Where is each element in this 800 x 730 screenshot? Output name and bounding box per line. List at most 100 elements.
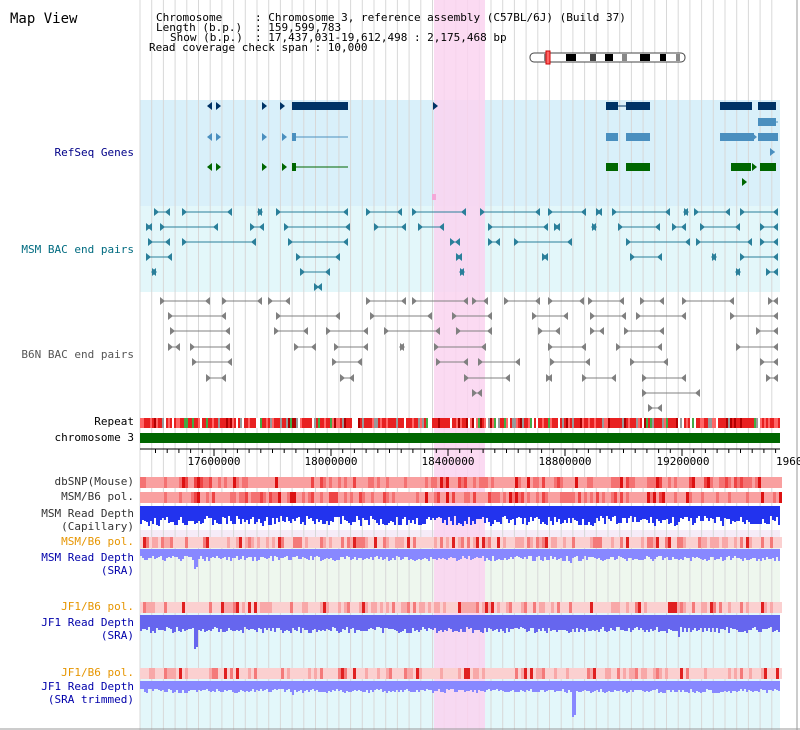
- gene-arrow: [262, 102, 267, 110]
- depth-bar: [630, 549, 632, 558]
- repeat-cell: [310, 418, 312, 428]
- msm-bac-track[interactable]: [146, 208, 778, 291]
- pol-cell: [776, 602, 779, 613]
- pol-cell: [272, 537, 275, 548]
- depth-bar: [346, 549, 348, 556]
- pol-cell: [236, 602, 239, 613]
- pol-cell: [566, 668, 569, 679]
- gene-arrow: [752, 163, 757, 171]
- jf1-read-depth-sra-label[interactable]: JF1 Read Depth: [41, 616, 134, 629]
- b6n-bac-end-pairs-label[interactable]: B6N BAC end pairs: [21, 348, 134, 361]
- pol-cell: [242, 602, 245, 613]
- msm-b6-pol-label[interactable]: MSM/B6 pol.: [61, 490, 134, 503]
- pol-cell: [338, 602, 341, 613]
- depth-bar: [486, 549, 488, 558]
- refseq-genes-track[interactable]: [207, 102, 778, 200]
- repeat-label[interactable]: Repeat: [94, 415, 134, 428]
- pol-cell: [152, 602, 155, 613]
- msm-read-depth-sra-label[interactable]: MSM Read Depth: [41, 551, 134, 564]
- bac-end-marker: [251, 238, 256, 246]
- pol-cell: [407, 602, 410, 613]
- pol-cell: [146, 537, 149, 548]
- pol-cell: [623, 668, 626, 679]
- pol-cell: [581, 477, 584, 488]
- depth-bar: [186, 549, 188, 556]
- msm-b6-pol-2-label[interactable]: MSM/B6 pol.: [61, 535, 134, 548]
- chromosome-track-label[interactable]: chromosome 3: [55, 431, 134, 444]
- depth-bar: [362, 615, 364, 631]
- pol-cell: [779, 537, 782, 548]
- depth-bar: [576, 506, 578, 521]
- bac-end-marker: [735, 268, 740, 276]
- repeat-track[interactable]: [140, 418, 780, 428]
- depth-bar: [436, 549, 438, 560]
- depth-bar: [330, 681, 332, 692]
- repeat-cell: [600, 418, 602, 428]
- pol-cell: [620, 492, 623, 503]
- pol-cell: [506, 477, 509, 488]
- jf1-read-depth-trimmed-label[interactable]: JF1 Read Depth: [41, 680, 134, 693]
- depth-bar: [360, 615, 362, 631]
- depth-bar: [318, 506, 320, 522]
- chromosome-bar[interactable]: [140, 433, 780, 443]
- depth-bar: [368, 506, 370, 525]
- pol-cell: [659, 602, 662, 613]
- axis-tick-label: 19600000: [776, 455, 800, 468]
- depth-bar: [420, 506, 422, 525]
- depth-bar: [500, 615, 502, 629]
- depth-bar: [492, 549, 494, 556]
- depth-bar: [628, 615, 630, 628]
- pol-cell: [614, 668, 617, 679]
- depth-bar: [744, 506, 746, 524]
- depth-bar: [710, 506, 712, 518]
- depth-bar: [588, 681, 590, 691]
- pol-cell: [539, 477, 542, 488]
- polymorphism-strips[interactable]: [140, 477, 782, 679]
- msm-read-depth-capillary-label[interactable]: MSM Read Depth: [41, 507, 134, 520]
- depth-bar: [718, 681, 720, 693]
- pol-cell: [476, 492, 479, 503]
- depth-bar: [616, 615, 618, 627]
- jf1-b6-pol-2-label[interactable]: JF1/B6 pol.: [61, 666, 134, 679]
- depth-bar: [706, 615, 708, 631]
- refseq-genes-label[interactable]: RefSeq Genes: [55, 146, 134, 159]
- pol-cell: [635, 477, 638, 488]
- depth-bar: [632, 615, 634, 630]
- msm-bac-end-pairs-label[interactable]: MSM BAC end pairs: [21, 243, 134, 256]
- pol-cell: [530, 492, 533, 503]
- read-depth-tracks[interactable]: [140, 506, 780, 717]
- depth-bar: [166, 681, 168, 692]
- pol-cell: [509, 602, 512, 613]
- chromosome-ideogram[interactable]: [529, 50, 686, 65]
- pol-cell: [695, 492, 698, 503]
- depth-bar: [496, 615, 498, 629]
- pol-cell: [410, 668, 413, 679]
- depth-bar: [224, 549, 226, 557]
- pol-cell: [167, 602, 170, 613]
- pol-cell: [215, 492, 218, 503]
- bac-end-marker: [657, 404, 662, 412]
- depth-bar: [626, 506, 628, 523]
- bac-end-marker: [685, 238, 690, 246]
- depth-bar: [244, 549, 246, 560]
- depth-bar: [538, 549, 540, 556]
- depth-bar: [664, 615, 666, 631]
- depth-bar: [356, 506, 358, 516]
- pol-cell: [377, 537, 380, 548]
- b6n-bac-track[interactable]: [160, 297, 778, 412]
- jf1-b6-pol-label[interactable]: JF1/B6 pol.: [61, 600, 134, 613]
- depth-bar: [462, 681, 464, 690]
- pol-cell: [167, 477, 170, 488]
- repeat-cell: [646, 418, 648, 428]
- pol-cell: [224, 668, 227, 679]
- pol-cell: [332, 668, 335, 679]
- depth-bar: [704, 681, 706, 692]
- depth-bar: [468, 615, 470, 629]
- depth-bar: [162, 506, 164, 518]
- pol-cell: [539, 537, 542, 548]
- pol-cell: [635, 492, 638, 503]
- depth-bar: [530, 549, 532, 556]
- depth-bar: [598, 681, 600, 692]
- dbsnp-label[interactable]: dbSNP(Mouse): [55, 475, 134, 488]
